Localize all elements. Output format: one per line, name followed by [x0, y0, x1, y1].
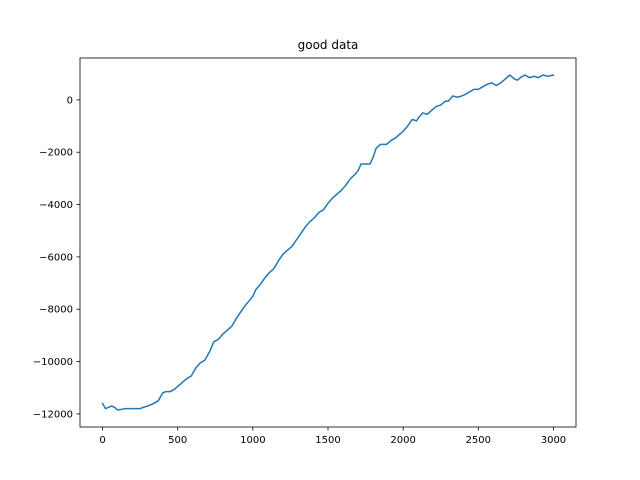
x-tick-label: 2500 [466, 435, 491, 446]
plot-area [101, 74, 555, 411]
y-axis: −12000 −10000 −8000 −6000 −4000 −2000 0 [33, 95, 80, 420]
x-tick-label: 1000 [240, 435, 265, 446]
chart-title: good data [298, 38, 359, 52]
series-line-0 [101, 74, 555, 411]
x-tick-label: 2000 [390, 435, 415, 446]
x-axis: 0 500 1000 1500 2000 2500 3000 [99, 427, 566, 446]
x-tick-label: 0 [99, 435, 105, 446]
y-tick-label: −12000 [33, 409, 73, 420]
axes-frame [79, 57, 577, 428]
x-tick-label: 500 [168, 435, 187, 446]
y-tick-label: −10000 [33, 357, 73, 368]
x-tick-label: 3000 [541, 435, 566, 446]
y-tick-label: 0 [67, 95, 73, 106]
x-tick-label: 1500 [315, 435, 340, 446]
y-tick-label: −6000 [39, 252, 73, 263]
y-tick-label: −8000 [39, 305, 73, 316]
y-tick-label: −2000 [39, 148, 73, 159]
y-tick-label: −4000 [39, 200, 73, 211]
